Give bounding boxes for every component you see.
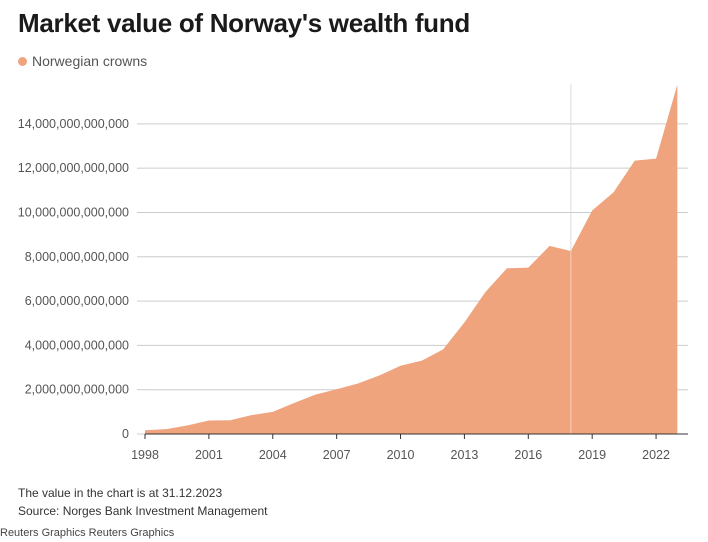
y-tick-label: 14,000,000,000,000: [18, 117, 129, 131]
y-tick-label: 8,000,000,000,000: [25, 250, 129, 264]
x-tick-label: 2022: [642, 448, 670, 462]
y-tick-label: 6,000,000,000,000: [25, 294, 129, 308]
y-tick-label: 12,000,000,000,000: [18, 161, 129, 175]
y-tick-label: 0: [122, 427, 129, 441]
chart-credit: Reuters Graphics Reuters Graphics: [0, 527, 175, 539]
x-tick-label: 2013: [451, 448, 479, 462]
chart-title: Market value of Norway's wealth fund: [18, 8, 470, 38]
x-tick-label: 1998: [131, 448, 159, 462]
legend-label: Norwegian crowns: [32, 53, 148, 69]
x-tick-label: 2001: [195, 448, 223, 462]
chart-source: Source: Norges Bank Investment Managemen…: [18, 504, 268, 518]
area-series: [145, 84, 678, 435]
y-tick-label: 4,000,000,000,000: [25, 338, 129, 352]
x-tick-label: 2004: [259, 448, 287, 462]
x-tick-label: 2010: [387, 448, 415, 462]
chart-footnote: The value in the chart is at 31.12.2023: [18, 486, 223, 500]
x-tick-label: 2016: [514, 448, 542, 462]
legend-swatch: [18, 56, 27, 66]
x-tick-label: 2019: [578, 448, 606, 462]
x-tick-label: 2007: [323, 448, 351, 462]
chart-legend: Norwegian crowns: [18, 53, 147, 69]
y-tick-label: 10,000,000,000,000: [18, 205, 129, 219]
y-tick-label: 2,000,000,000,000: [25, 383, 129, 397]
